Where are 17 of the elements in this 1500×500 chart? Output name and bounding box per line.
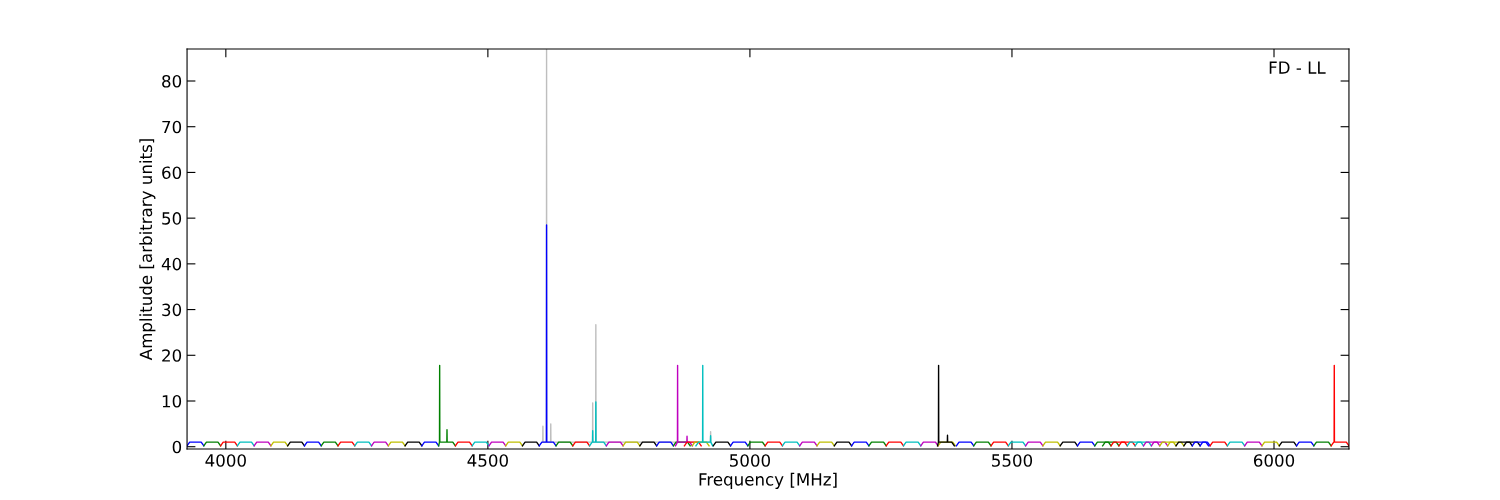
y-tick-label: 50 (162, 212, 182, 225)
y-axis-title: Amplitude [arbitrary units] (139, 139, 156, 361)
y-tick-label: 70 (162, 120, 182, 134)
x-tick-label: 4000 (205, 454, 246, 467)
x-axis-title: Frequency [MHz] (699, 472, 837, 489)
y-tick-label: 80 (162, 74, 182, 88)
x-tick-label: 4500 (467, 454, 508, 467)
y-tick-label: 30 (162, 303, 182, 317)
y-tick-label: 40 (161, 257, 182, 271)
y-tick-label: 60 (162, 166, 182, 179)
x-tick-label: 5000 (730, 454, 771, 467)
y-tick-label: 20 (162, 349, 182, 362)
annotation: FD - LL (1269, 61, 1326, 74)
x-tick-label: 5500 (992, 454, 1033, 467)
y-tick-label: 0 (172, 440, 182, 454)
y-tick-label: 10 (162, 394, 182, 408)
x-tick-label: 6000 (1253, 454, 1295, 467)
